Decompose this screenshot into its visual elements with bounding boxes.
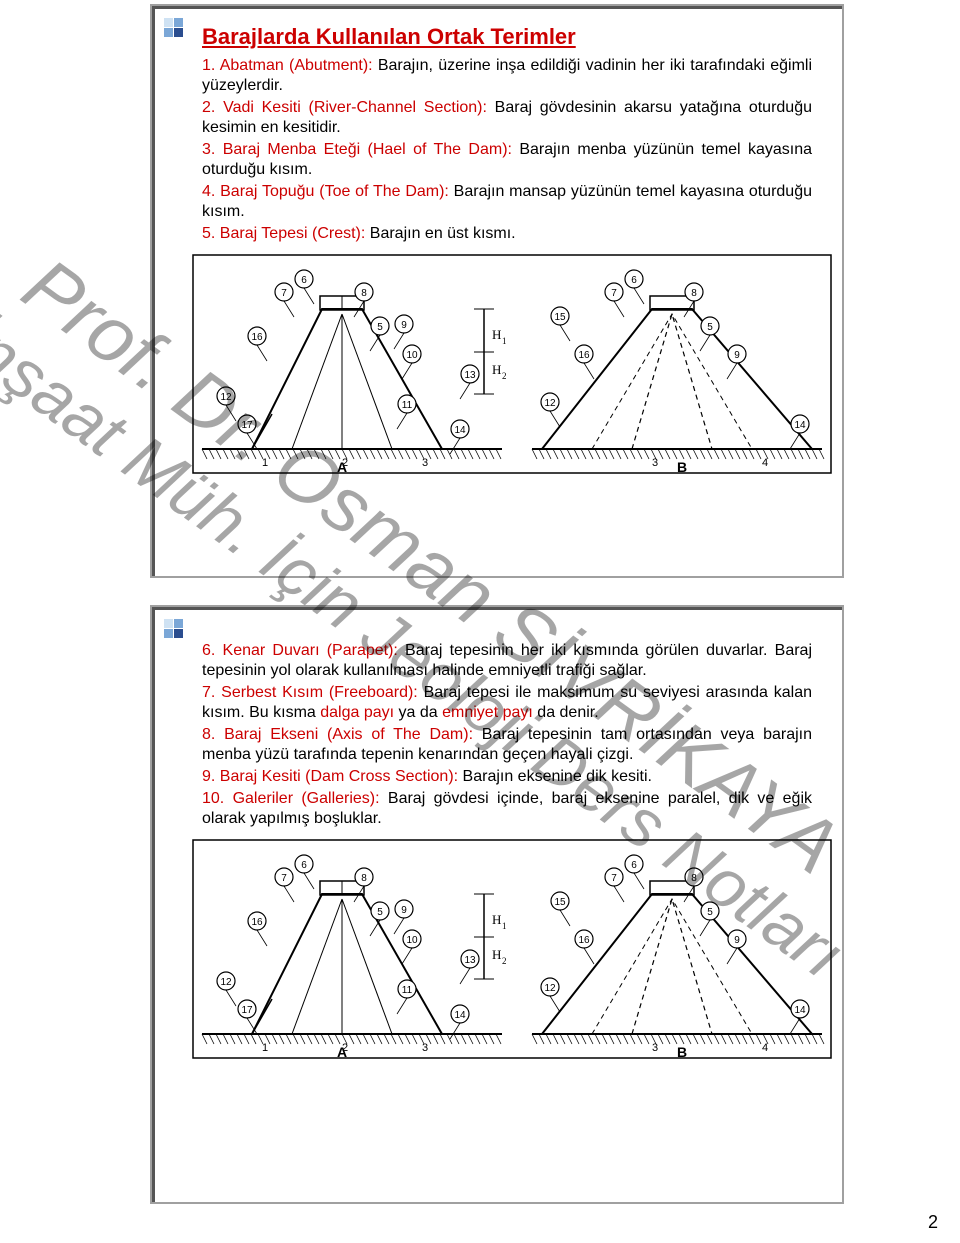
svg-text:13: 13 [464,955,476,966]
slide-title: Barajlarda Kullanılan Ortak Terimler [202,24,812,50]
svg-text:2: 2 [502,956,507,966]
definition-item: 10. Galeriler (Galleries): Baraj gövdesi… [202,789,812,829]
svg-text:5: 5 [377,322,383,333]
svg-text:11: 11 [402,985,413,996]
svg-text:6: 6 [631,275,637,286]
svg-text:16: 16 [578,350,590,361]
dam-cross-section-diagram: H1H26789161217510111314123A1567816125914… [192,839,832,1059]
svg-text:7: 7 [281,873,287,884]
svg-text:14: 14 [454,425,466,436]
svg-text:12: 12 [544,983,556,994]
svg-text:H: H [492,327,501,342]
definition-item: 8. Baraj Ekseni (Axis of The Dam): Baraj… [202,725,812,765]
svg-text:9: 9 [401,905,407,916]
svg-text:9: 9 [734,350,740,361]
svg-text:7: 7 [611,873,617,884]
svg-text:H: H [492,362,501,377]
svg-text:14: 14 [454,1010,466,1021]
definitions-list-bottom: 6. Kenar Duvarı (Parapet): Baraj tepesin… [202,641,812,829]
svg-text:13: 13 [464,370,476,381]
svg-text:15: 15 [554,897,566,908]
svg-text:7: 7 [611,288,617,299]
svg-text:5: 5 [377,907,383,918]
svg-text:8: 8 [691,288,697,299]
svg-text:12: 12 [220,977,232,988]
svg-text:4: 4 [762,1042,768,1054]
svg-text:3: 3 [652,457,658,469]
svg-text:7: 7 [281,288,287,299]
svg-text:17: 17 [241,420,253,431]
page: Barajlarda Kullanılan Ortak Terimler 1. … [0,0,960,1243]
svg-text:17: 17 [241,1005,253,1016]
svg-text:16: 16 [578,935,590,946]
svg-text:H: H [492,912,501,927]
svg-text:A: A [337,459,347,474]
svg-text:14: 14 [794,1005,806,1016]
svg-text:5: 5 [707,322,713,333]
svg-text:9: 9 [401,320,407,331]
svg-text:10: 10 [406,350,418,361]
svg-text:12: 12 [544,398,556,409]
svg-text:3: 3 [422,457,428,469]
dam-cross-section-diagram: H1H26789161217510111314123A1567816125914… [192,254,832,474]
corner-bullet-icon [164,619,190,645]
definitions-list-top: 1. Abatman (Abutment): Barajın, üzerine … [202,56,812,244]
svg-text:6: 6 [301,275,307,286]
definition-item: 3. Baraj Menba Eteği (Hael of The Dam): … [202,140,812,180]
definition-item: 5. Baraj Tepesi (Crest): Barajın en üst … [202,224,812,244]
svg-text:3: 3 [652,1042,658,1054]
svg-text:6: 6 [631,860,637,871]
svg-text:5: 5 [707,907,713,918]
svg-text:8: 8 [361,288,367,299]
svg-text:2: 2 [502,371,507,381]
svg-text:3: 3 [422,1042,428,1054]
slide-top: Barajlarda Kullanılan Ortak Terimler 1. … [150,4,844,578]
svg-text:11: 11 [402,400,413,411]
svg-text:A: A [337,1044,347,1059]
svg-text:8: 8 [361,873,367,884]
svg-text:1: 1 [262,457,268,469]
page-number: 2 [928,1212,938,1233]
definition-item: 1. Abatman (Abutment): Barajın, üzerine … [202,56,812,96]
svg-text:16: 16 [251,332,263,343]
definition-item: 6. Kenar Duvarı (Parapet): Baraj tepesin… [202,641,812,681]
svg-text:B: B [677,459,687,474]
corner-bullet-icon [164,18,190,44]
svg-text:4: 4 [762,457,768,469]
definition-item: 7. Serbest Kısım (Freeboard): Baraj tepe… [202,683,812,723]
svg-text:16: 16 [251,917,263,928]
svg-text:15: 15 [554,312,566,323]
slide-bottom: 6. Kenar Duvarı (Parapet): Baraj tepesin… [150,605,844,1204]
svg-text:B: B [677,1044,687,1059]
svg-text:1: 1 [502,336,507,346]
definition-item: 4. Baraj Topuğu (Toe of The Dam): Barajı… [202,182,812,222]
svg-text:H: H [492,947,501,962]
svg-text:14: 14 [794,420,806,431]
svg-text:1: 1 [502,921,507,931]
svg-text:9: 9 [734,935,740,946]
definition-item: 2. Vadi Kesiti (River-Channel Section): … [202,98,812,138]
definition-item: 9. Baraj Kesiti (Dam Cross Section): Bar… [202,767,812,787]
svg-text:8: 8 [691,873,697,884]
svg-text:6: 6 [301,860,307,871]
svg-text:12: 12 [220,392,232,403]
svg-text:1: 1 [262,1042,268,1054]
svg-text:10: 10 [406,935,418,946]
